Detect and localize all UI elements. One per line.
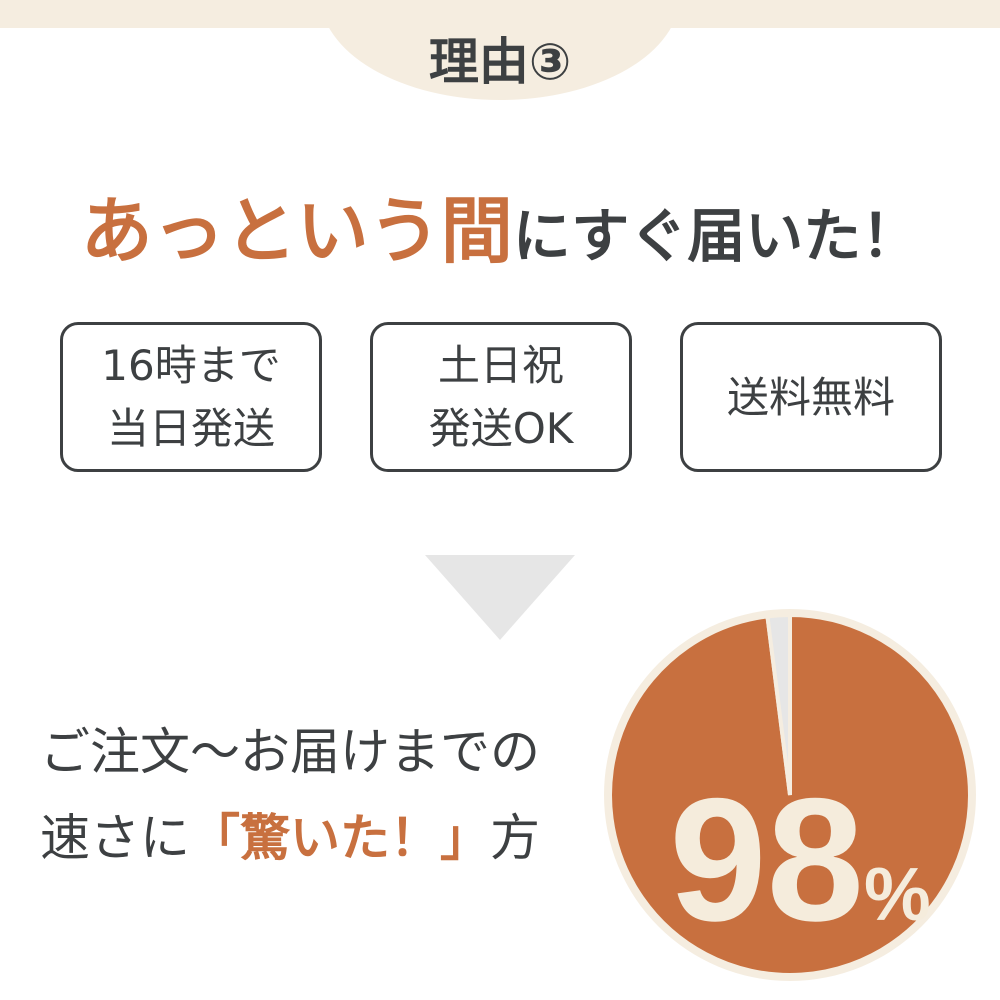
feature-line: 当日発送 [106,404,275,453]
feature-same-day: 16時まで 当日発送 [60,322,322,472]
statement-post: 方 [490,809,540,867]
statement-line2: 速さに「驚いた！」方 [40,798,540,870]
feature-line: 発送OK [428,404,574,453]
pie-slice-rest [765,612,792,796]
pie-label: 98% [669,763,930,958]
pie-label-unit: % [864,852,931,936]
headline-accent: あっという間 [80,189,513,273]
headline: あっという間にすぐ届いた！ [0,172,1000,277]
headline-rest: にすぐ届いた！ [512,202,920,270]
feature-weekend: 土日祝 発送OK [370,322,632,472]
page-title: 理由③ [428,33,572,91]
feature-line: 土日祝 [437,341,564,390]
statement-accent: 「驚いた！」 [190,809,490,867]
feature-free-shipping: 送料無料 [680,322,942,472]
pie-label-value: 98 [669,763,864,958]
feature-line: 送料無料 [726,372,895,422]
down-arrow-icon [425,555,575,640]
feature-line: 16時まで [101,341,281,390]
statement-pre: 速さに [40,809,190,867]
statement-line1: ご注文～お届けまでの [40,723,540,781]
